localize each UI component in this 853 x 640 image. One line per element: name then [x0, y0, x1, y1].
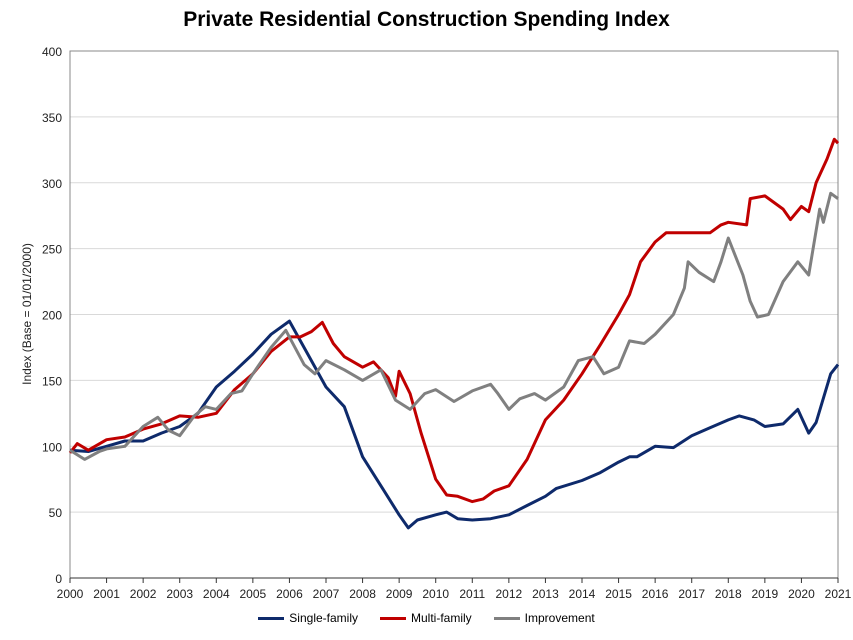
x-tick-label: 2019 [752, 587, 779, 601]
x-tick-label: 2011 [459, 587, 485, 601]
series-line-single-family [69, 319, 840, 530]
legend: Single-family Multi-family Improvement [0, 611, 853, 625]
y-tick-label: 300 [42, 177, 62, 191]
x-tick-label: 2007 [313, 587, 340, 601]
y-axis-label: Index (Base = 01/01/2000) [20, 243, 34, 385]
x-tick-label: 2013 [532, 587, 559, 601]
x-tick-label: 2002 [130, 587, 157, 601]
y-tick-label: 400 [42, 45, 62, 59]
chart-title: Private Residential Construction Spendin… [183, 8, 670, 31]
series-lines [68, 137, 840, 530]
y-tick-label: 250 [42, 243, 62, 257]
x-tick-label: 2020 [788, 587, 815, 601]
axes: 0 50 100 150 200 250 300 350 400 2000 2001 2002 2003… [42, 45, 852, 601]
legend-label: Multi-family [411, 611, 472, 625]
x-tick-label: 2009 [386, 587, 413, 601]
x-tick-label: 2014 [569, 587, 596, 601]
legend-swatch [258, 616, 285, 620]
series-line-improvement [69, 191, 839, 461]
series-line-multi-family [68, 137, 840, 504]
x-tick-label: 2021 [825, 587, 852, 601]
x-tick-label: 2015 [605, 587, 632, 601]
y-tick-label: 150 [42, 374, 62, 388]
x-tick-label: 2000 [57, 587, 84, 601]
x-tick-label: 2003 [166, 587, 193, 601]
legend-label: Single-family [289, 611, 358, 625]
y-tick-label: 0 [55, 572, 62, 586]
x-tick-label: 2012 [496, 587, 523, 601]
gridlines [70, 116, 838, 513]
x-tick-label: 2004 [203, 587, 230, 601]
y-tick-label: 350 [42, 111, 62, 125]
legend-item-multi-family: Multi-family [380, 611, 472, 625]
x-tick-label: 2005 [240, 587, 267, 601]
legend-item-improvement: Improvement [493, 611, 595, 625]
x-tick-label: 2010 [422, 587, 449, 601]
x-tick-label: 2016 [642, 587, 669, 601]
legend-label: Improvement [524, 611, 595, 625]
x-tick-label: 2018 [715, 587, 742, 601]
y-tick-label: 200 [42, 309, 62, 323]
x-tick-label: 2008 [349, 587, 376, 601]
legend-item-single-family: Single-family [258, 611, 358, 625]
y-tick-label: 100 [42, 440, 62, 454]
legend-swatch [493, 616, 520, 620]
legend-swatch [380, 616, 406, 620]
x-tick-label: 2017 [678, 587, 705, 601]
y-tick-label: 50 [49, 506, 63, 520]
x-tick-label: 2001 [93, 587, 120, 601]
x-tick-label: 2006 [276, 587, 303, 601]
